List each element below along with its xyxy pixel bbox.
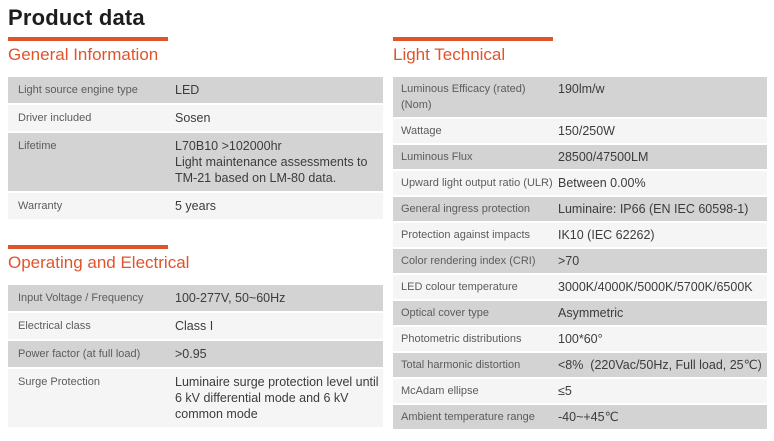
table-row: Input Voltage / Frequency 100-277V, 50~60… — [8, 285, 383, 311]
row-label: Color rendering index (CRI) — [401, 255, 536, 267]
row-value: 190lm/w — [558, 82, 605, 96]
row-label: Warranty — [18, 200, 63, 212]
row-value: <8% (220Vac/50Hz, Full load, 25℃) — [558, 358, 762, 372]
section-heading: General Information — [8, 45, 159, 64]
right-column: Light Technical Luminous Efficacy (rated… — [393, 30, 767, 431]
row-label: Electrical class — [18, 320, 91, 332]
row-value: Luminaire surge protection level until 6… — [175, 375, 379, 421]
row-value: Between 0.00% — [558, 176, 646, 190]
spec-table: Light source engine type LED Driver includ… — [8, 77, 383, 219]
row-label: Optical cover type — [401, 307, 490, 319]
row-label: Total harmonic distortion — [401, 359, 521, 371]
row-value: 100*60° — [558, 332, 603, 346]
row-label: Light source engine type — [18, 84, 138, 96]
row-label: Luminous Flux — [401, 151, 473, 163]
row-value: L70B10 >102000hr Light maintenance asses… — [175, 139, 368, 185]
row-label: Ambient temperature range — [401, 411, 535, 423]
spec-table: Luminous Efficacy (rated) (Nom) 190lm/w Wa… — [393, 77, 767, 429]
section-general-information: General Information Light source engine … — [8, 37, 383, 219]
row-value: LED — [175, 83, 200, 97]
row-label: Driver included — [18, 112, 92, 124]
table-row: Ambient temperature range -40~+45℃ — [393, 405, 767, 429]
row-value: Class I — [175, 319, 214, 333]
table-row: Wattage 150/250W — [393, 119, 767, 143]
table-row: Optical cover type Asymmetric — [393, 301, 767, 325]
section-rule — [8, 37, 168, 41]
spec-table: Input Voltage / Frequency 100-277V, 50~60… — [8, 285, 383, 427]
row-value: 28500/47500LM — [558, 150, 649, 164]
row-label: Power factor (at full load) — [18, 348, 141, 360]
row-value: >0.95 — [175, 347, 207, 361]
table-row: General ingress protection Luminaire: IP6… — [393, 197, 767, 221]
table-row: Photometric distributions 100*60° — [393, 327, 767, 351]
table-row: Luminous Flux 28500/47500LM — [393, 145, 767, 169]
row-value: 5 years — [175, 199, 216, 213]
row-value: Asymmetric — [558, 306, 624, 320]
section-rule — [8, 245, 168, 249]
row-label: Luminous Efficacy (rated) (Nom) — [401, 83, 526, 111]
section-heading: Operating and Electrical — [8, 253, 190, 272]
row-label: Input Voltage / Frequency — [18, 292, 144, 304]
row-value: 3000K/4000K/5000K/5700K/6500K — [558, 280, 753, 294]
section-operating-and-electrical: Operating and Electrical Input Voltage /… — [8, 245, 383, 427]
row-value: 100-277V, 50~60Hz — [175, 291, 286, 305]
table-row: Driver included Sosen — [8, 105, 383, 131]
table-row: Upward light output ratio (ULR) Between 0… — [393, 171, 767, 195]
content-columns: General Information Light source engine … — [8, 30, 767, 431]
row-value: 150/250W — [558, 124, 615, 138]
section-heading: Light Technical — [393, 45, 506, 64]
table-row: Total harmonic distortion <8% (220Vac/50H… — [393, 353, 767, 377]
table-row: LED colour temperature 3000K/4000K/5000K/… — [393, 275, 767, 299]
table-row: Surge Protection Luminaire surge protecti… — [8, 369, 383, 427]
row-value: Sosen — [175, 111, 211, 125]
row-label: Upward light output ratio (ULR) — [401, 177, 553, 189]
section-rule — [393, 37, 553, 41]
row-label: Protection against impacts — [401, 229, 531, 241]
table-row: Protection against impacts IK10 (IEC 6226… — [393, 223, 767, 247]
row-label: Surge Protection — [18, 376, 100, 388]
table-row: Color rendering index (CRI) >70 — [393, 249, 767, 273]
table-row: Lifetime L70B10 >102000hr Light maintenan… — [8, 133, 383, 191]
left-column: General Information Light source engine … — [8, 30, 383, 431]
row-value: -40~+45℃ — [558, 410, 619, 424]
row-value: >70 — [558, 254, 580, 268]
table-row: Electrical class Class I — [8, 313, 383, 339]
row-value: IK10 (IEC 62262) — [558, 228, 655, 242]
table-row: Light source engine type LED — [8, 77, 383, 103]
row-label: General ingress protection — [401, 203, 531, 215]
row-label: Photometric distributions — [401, 333, 522, 345]
row-label: McAdam ellipse — [401, 385, 479, 397]
row-label: LED colour temperature — [401, 281, 518, 293]
table-row: Power factor (at full load) >0.95 — [8, 341, 383, 367]
row-label: Wattage — [401, 125, 442, 137]
table-row: Luminous Efficacy (rated) (Nom) 190lm/w — [393, 77, 767, 117]
table-row: McAdam ellipse ≤5 — [393, 379, 767, 403]
table-row: Warranty 5 years — [8, 193, 383, 219]
page-title: Product data — [8, 5, 145, 30]
section-light-technical: Light Technical Luminous Efficacy (rated… — [393, 37, 767, 429]
row-label: Lifetime — [18, 140, 57, 152]
row-value: Luminaire: IP66 (EN IEC 60598-1) — [558, 202, 749, 216]
row-value: ≤5 — [558, 384, 572, 398]
